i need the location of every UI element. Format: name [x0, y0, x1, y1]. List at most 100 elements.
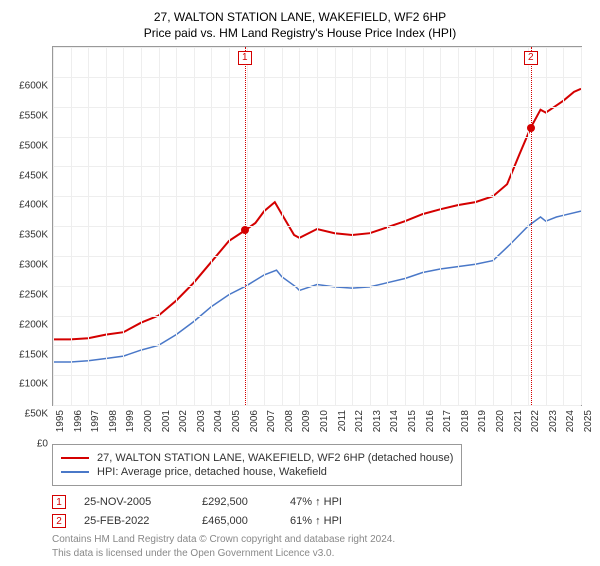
x-axis-label: 2014	[389, 410, 400, 432]
y-axis-label: £400K	[19, 200, 48, 211]
event-line	[531, 47, 532, 405]
gridline-v	[141, 47, 142, 405]
x-axis-label: 2022	[530, 410, 541, 432]
x-axis-label: 2019	[477, 410, 488, 432]
x-axis-label: 1997	[90, 410, 101, 432]
gridline-v	[511, 47, 512, 405]
y-axis-label: £600K	[19, 81, 48, 92]
gridline-v	[88, 47, 89, 405]
gridline-v	[317, 47, 318, 405]
x-axis-label: 2016	[425, 410, 436, 432]
x-axis-label: 2008	[284, 410, 295, 432]
x-axis-label: 1995	[55, 410, 66, 432]
event-delta: 47% ↑ HPI	[290, 496, 342, 508]
event-marker-box: 1	[238, 51, 252, 65]
plot-area: 12	[52, 46, 582, 406]
x-axis-label: 2012	[354, 410, 365, 432]
gridline-v	[282, 47, 283, 405]
y-axis-label: £350K	[19, 230, 48, 241]
x-axis-label: 2021	[513, 410, 524, 432]
event-date: 25-NOV-2005	[84, 496, 184, 508]
x-axis-label: 2002	[178, 410, 189, 432]
x-axis-label: 2001	[161, 410, 172, 432]
gridline-v	[229, 47, 230, 405]
event-row: 2 25-FEB-2022 £465,000 61% ↑ HPI	[52, 514, 590, 528]
x-axis-label: 2017	[442, 410, 453, 432]
gridline-v	[405, 47, 406, 405]
legend-swatch	[61, 457, 89, 459]
x-axis-label: 2005	[231, 410, 242, 432]
y-axis-label: £500K	[19, 140, 48, 151]
chart-titles: 27, WALTON STATION LANE, WAKEFIELD, WF2 …	[10, 10, 590, 40]
x-axis-label: 2011	[337, 410, 348, 432]
gridline-v	[440, 47, 441, 405]
y-axis-label: £0	[37, 439, 48, 450]
x-axis-labels: 1995199619971998199920002001200220032004…	[52, 406, 582, 436]
x-axis-label: 2003	[196, 410, 207, 432]
gridline-v	[563, 47, 564, 405]
y-axis-label: £50K	[25, 409, 48, 420]
legend-label: HPI: Average price, detached house, Wake…	[97, 466, 327, 478]
y-axis-label: £100K	[19, 379, 48, 390]
gridline-v	[53, 47, 54, 405]
x-axis-label: 2006	[249, 410, 260, 432]
x-axis-label: 2009	[301, 410, 312, 432]
event-date: 25-FEB-2022	[84, 515, 184, 527]
x-axis-label: 2000	[143, 410, 154, 432]
x-axis-label: 2015	[407, 410, 418, 432]
gridline-v	[335, 47, 336, 405]
gridline-v	[123, 47, 124, 405]
gridline-v	[493, 47, 494, 405]
x-axis-label: 2013	[372, 410, 383, 432]
title-main: 27, WALTON STATION LANE, WAKEFIELD, WF2 …	[10, 10, 590, 24]
gridline-v	[528, 47, 529, 405]
footnote-line2: This data is licensed under the Open Gov…	[52, 547, 590, 561]
y-axis-labels: £0£50K£100K£150K£200K£250K£300K£350K£400…	[10, 86, 52, 446]
gridline-v	[581, 47, 582, 405]
y-axis-label: £450K	[19, 170, 48, 181]
gridline-v	[387, 47, 388, 405]
chart-container: 27, WALTON STATION LANE, WAKEFIELD, WF2 …	[0, 0, 600, 566]
y-axis-label: £550K	[19, 110, 48, 121]
gridline-v	[176, 47, 177, 405]
gridline-v	[299, 47, 300, 405]
sale-marker	[241, 226, 249, 234]
gridline-v	[194, 47, 195, 405]
x-axis-label: 2023	[548, 410, 559, 432]
x-axis-label: 2024	[565, 410, 576, 432]
gridline-v	[458, 47, 459, 405]
event-price: £292,500	[202, 496, 272, 508]
y-axis-label: £200K	[19, 319, 48, 330]
legend-row: HPI: Average price, detached house, Wake…	[61, 466, 453, 478]
gridline-v	[546, 47, 547, 405]
gridline-v	[370, 47, 371, 405]
event-row: 1 25-NOV-2005 £292,500 47% ↑ HPI	[52, 495, 590, 509]
x-axis-label: 2020	[495, 410, 506, 432]
legend-row: 27, WALTON STATION LANE, WAKEFIELD, WF2 …	[61, 452, 453, 464]
y-axis-label: £150K	[19, 349, 48, 360]
y-axis-label: £250K	[19, 289, 48, 300]
gridline-v	[264, 47, 265, 405]
event-number: 2	[52, 514, 66, 528]
event-number: 1	[52, 495, 66, 509]
event-price: £465,000	[202, 515, 272, 527]
x-axis-label: 1999	[125, 410, 136, 432]
footnote: Contains HM Land Registry data © Crown c…	[52, 533, 590, 560]
x-axis-label: 2018	[460, 410, 471, 432]
sale-marker	[527, 124, 535, 132]
x-axis-label: 2007	[266, 410, 277, 432]
legend-label: 27, WALTON STATION LANE, WAKEFIELD, WF2 …	[97, 452, 453, 464]
gridline-v	[71, 47, 72, 405]
events-table: 1 25-NOV-2005 £292,500 47% ↑ HPI 2 25-FEB-202…	[52, 495, 590, 528]
y-axis-label: £300K	[19, 260, 48, 271]
chart-outer: £0£50K£100K£150K£200K£250K£300K£350K£400…	[10, 46, 590, 436]
gridline-v	[211, 47, 212, 405]
gridline-v	[423, 47, 424, 405]
x-axis-label: 1996	[73, 410, 84, 432]
title-sub: Price paid vs. HM Land Registry's House …	[10, 26, 590, 40]
event-delta: 61% ↑ HPI	[290, 515, 342, 527]
legend: 27, WALTON STATION LANE, WAKEFIELD, WF2 …	[52, 444, 462, 486]
gridline-v	[159, 47, 160, 405]
x-axis-label: 2010	[319, 410, 330, 432]
footnote-line1: Contains HM Land Registry data © Crown c…	[52, 533, 590, 547]
